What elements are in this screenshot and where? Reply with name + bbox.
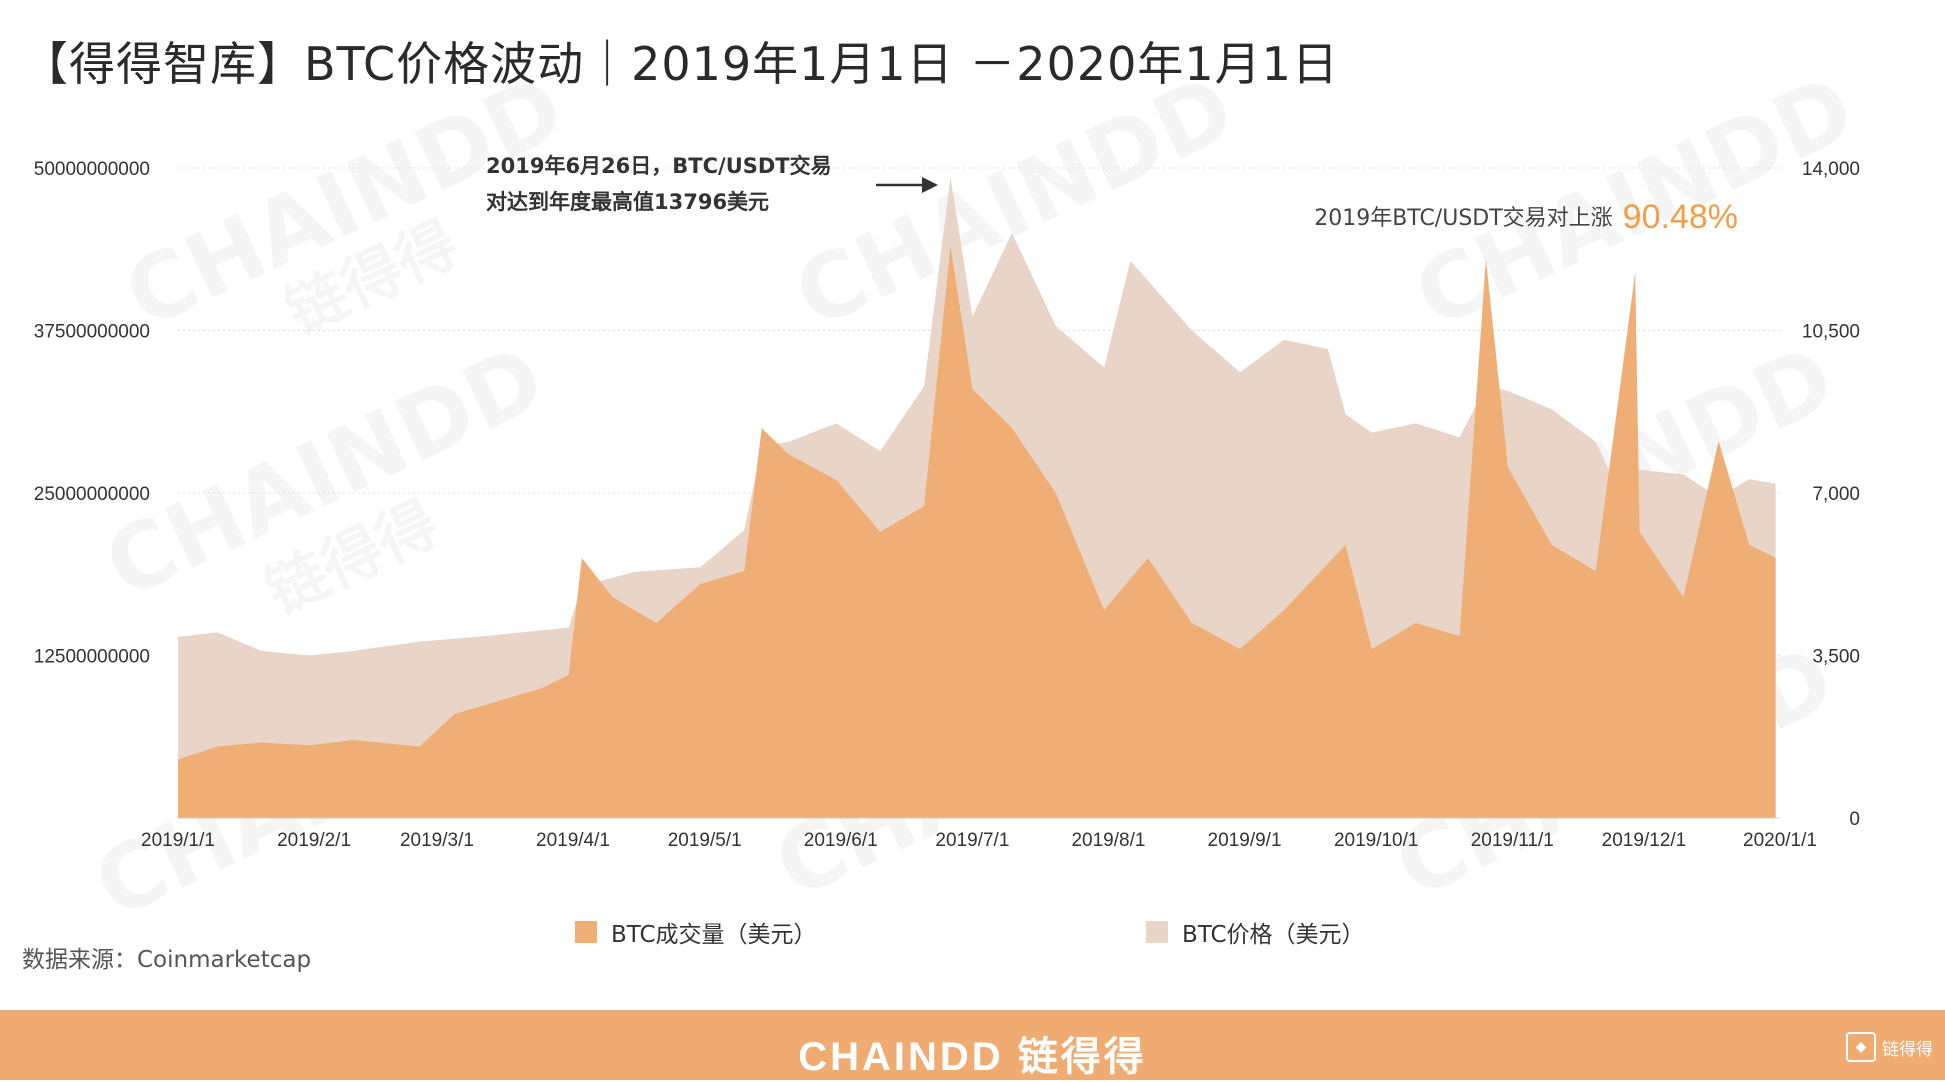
annotation: 2019年6月26日，BTC/USDT交易 对达到年度最高值13796美元 <box>486 148 832 220</box>
y-left-tick-label: 25000000000 <box>34 484 150 505</box>
legend-swatch-price <box>1146 921 1168 943</box>
y-right-tick-label: 3,500 <box>1812 647 1860 668</box>
x-tick-label: 2019/1/1 <box>141 830 215 851</box>
annotation-line: 2019年6月26日，BTC/USDT交易 <box>486 154 832 178</box>
x-tick-label: 2019/5/1 <box>668 830 742 851</box>
y-right-tick-label: 7,000 <box>1812 484 1860 505</box>
y-right-tick-label: 10,500 <box>1802 322 1860 343</box>
x-tick-label: 2019/2/1 <box>277 830 351 851</box>
x-tick-label: 2019/10/1 <box>1334 830 1419 851</box>
footer-bar: CHAINDD 链得得 ◆ 链得得 <box>0 1010 1945 1080</box>
volume-area <box>178 246 1776 818</box>
data-source: 数据来源：Coinmarketcap <box>22 947 312 973</box>
x-tick-label: 2019/6/1 <box>804 830 878 851</box>
footer-brand: CHAINDD 链得得 <box>798 1035 1147 1079</box>
logo-icon: ◆ <box>1846 1032 1876 1062</box>
annotation-line: 对达到年度最高值13796美元 <box>486 190 770 214</box>
x-tick-label: 2019/7/1 <box>935 830 1009 851</box>
btc-chart: 2019/1/1 2019/2/1 2019/3/1 2019/4/1 2019/5/1… <box>34 159 1860 851</box>
legend-label: BTC成交量（美元） <box>611 922 817 948</box>
gain-row: 2019年BTC/USDT交易对上涨 90.48% <box>1314 198 1738 237</box>
x-tick-label: 2019/12/1 <box>1602 830 1687 851</box>
page-title: 【得得智库】BTC价格波动｜2019年1月1日 －2020年1月1日 <box>22 37 1339 91</box>
x-tick-label: 2019/8/1 <box>1071 830 1145 851</box>
x-tick-label: 2019/11/1 <box>1471 830 1554 851</box>
legend-swatch-volume <box>575 921 597 943</box>
legend-label: BTC价格（美元） <box>1182 922 1365 948</box>
footer-badge-text: 链得得 <box>1882 1039 1933 1060</box>
y-right-tick-label: 14,000 <box>1802 159 1860 180</box>
y-left-tick-label: 37500000000 <box>34 322 150 343</box>
legend-item-price: BTC价格（美元） <box>1146 915 1365 949</box>
x-tick-label: 2019/4/1 <box>536 830 610 851</box>
gain-value: 90.48% <box>1622 198 1738 236</box>
gain-label: 2019年BTC/USDT交易对上涨 <box>1314 206 1613 231</box>
x-tick-label: 2019/9/1 <box>1208 830 1282 851</box>
arrow-head-icon <box>922 177 938 193</box>
x-tick-label: 2019/3/1 <box>400 830 474 851</box>
legend-item-volume: BTC成交量（美元） <box>575 915 817 949</box>
footer-badge: ◆ 链得得 <box>1846 1032 1933 1062</box>
y-left-tick-label: 50000000000 <box>34 159 150 180</box>
y-left-tick-label: 12500000000 <box>34 647 150 668</box>
x-tick-label: 2020/1/1 <box>1743 830 1817 851</box>
y-right-tick-label: 0 <box>1849 809 1860 830</box>
